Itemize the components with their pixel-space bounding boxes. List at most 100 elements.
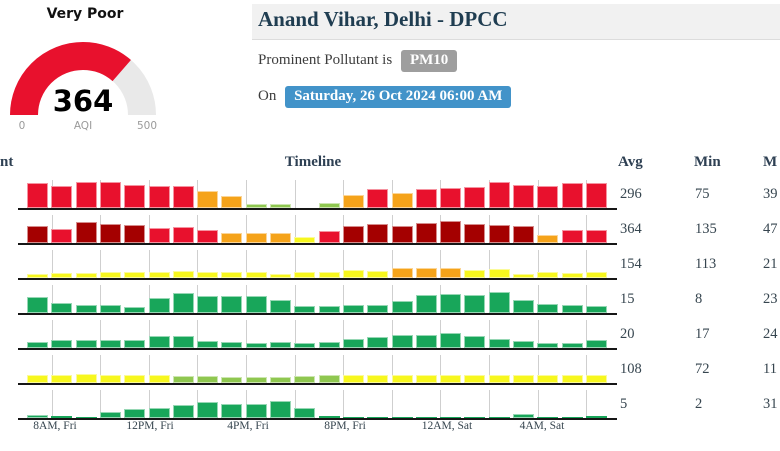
timeline-bar[interactable] (27, 226, 48, 243)
timeline-bar[interactable] (294, 343, 316, 348)
timeline-bar[interactable] (342, 270, 364, 278)
timeline-bar[interactable] (124, 340, 146, 348)
timeline-bar[interactable] (585, 230, 607, 243)
timeline-bar[interactable] (27, 375, 48, 383)
timeline-bar[interactable] (99, 182, 121, 208)
timeline-bar[interactable] (221, 196, 243, 208)
timeline-bar[interactable] (294, 237, 316, 243)
timeline-bar[interactable] (148, 375, 170, 383)
timeline-bar[interactable] (172, 271, 194, 278)
timeline-bar[interactable] (561, 343, 583, 348)
timeline-bar[interactable] (342, 305, 364, 313)
timeline-bar[interactable] (342, 195, 364, 208)
timeline-bar[interactable] (464, 270, 486, 278)
timeline-bar[interactable] (585, 340, 607, 348)
timeline-bar[interactable] (51, 229, 73, 243)
timeline-bar[interactable] (75, 273, 97, 278)
timeline-bar[interactable] (513, 274, 534, 278)
timeline-bar[interactable] (197, 296, 219, 313)
timeline-bar[interactable] (245, 404, 267, 418)
timeline-bar[interactable] (440, 294, 462, 313)
timeline-bar[interactable] (513, 375, 534, 383)
timeline-bar[interactable] (318, 375, 340, 383)
timeline-bar[interactable] (585, 183, 607, 208)
timeline-bar[interactable] (391, 226, 413, 243)
timeline-bar[interactable] (27, 297, 48, 313)
timeline-bar[interactable] (197, 376, 219, 383)
timeline-bar[interactable] (513, 300, 534, 313)
timeline-bar[interactable] (318, 203, 340, 208)
timeline-bar[interactable] (585, 306, 607, 313)
timeline-bar[interactable] (270, 401, 291, 418)
timeline-bar[interactable] (197, 341, 219, 348)
timeline-bar[interactable] (124, 307, 146, 313)
timeline-bar[interactable] (318, 416, 340, 418)
timeline-bar[interactable] (488, 375, 510, 383)
timeline-bar[interactable] (245, 377, 267, 383)
timeline-bar[interactable] (537, 343, 559, 348)
timeline-bar[interactable] (367, 271, 389, 278)
timeline-bar[interactable] (585, 375, 607, 383)
timeline-bar[interactable] (464, 187, 486, 208)
timeline-bar[interactable] (99, 272, 121, 278)
timeline-bar[interactable] (75, 417, 97, 418)
timeline-bar[interactable] (464, 336, 486, 348)
timeline-bar[interactable] (245, 233, 267, 243)
timeline-bar[interactable] (221, 233, 243, 243)
timeline-bar[interactable] (221, 272, 243, 278)
timeline-bar[interactable] (245, 272, 267, 278)
timeline-bar[interactable] (51, 416, 73, 418)
timeline-bar[interactable] (27, 183, 48, 208)
timeline-bar[interactable] (537, 272, 559, 278)
timeline-bar[interactable] (415, 223, 437, 243)
timeline-bar[interactable] (513, 414, 534, 418)
timeline-bar[interactable] (464, 375, 486, 383)
timeline-bar[interactable] (440, 417, 462, 418)
timeline-bar[interactable] (75, 374, 97, 383)
timeline-bar[interactable] (440, 188, 462, 208)
timeline-bar[interactable] (367, 337, 389, 348)
timeline-bar[interactable] (221, 404, 243, 418)
timeline-bar[interactable] (27, 415, 48, 418)
timeline-bar[interactable] (342, 339, 364, 348)
timeline-bar[interactable] (513, 226, 534, 243)
timeline-bar[interactable] (367, 224, 389, 243)
timeline-bar[interactable] (464, 224, 486, 243)
timeline-bar[interactable] (342, 417, 364, 418)
timeline-bar[interactable] (488, 339, 510, 348)
timeline-bar[interactable] (415, 189, 437, 208)
timeline-bar[interactable] (367, 375, 389, 383)
timeline-bar[interactable] (124, 225, 146, 243)
timeline-bar[interactable] (391, 193, 413, 208)
timeline-bar[interactable] (270, 342, 291, 348)
timeline-bar[interactable] (172, 227, 194, 243)
timeline-bar[interactable] (197, 230, 219, 243)
timeline-bar[interactable] (245, 296, 267, 313)
timeline-bar[interactable] (148, 298, 170, 313)
timeline-bar[interactable] (270, 204, 291, 208)
timeline-bar[interactable] (124, 409, 146, 418)
timeline-bar[interactable] (415, 295, 437, 313)
timeline-bar[interactable] (415, 268, 437, 278)
timeline-bar[interactable] (172, 293, 194, 313)
datetime-badge[interactable]: Saturday, 26 Oct 2024 06:00 AM (285, 86, 512, 108)
timeline-bar[interactable] (148, 336, 170, 348)
timeline-bar[interactable] (585, 416, 607, 418)
timeline-bar[interactable] (488, 269, 510, 278)
timeline-bar[interactable] (270, 274, 291, 278)
timeline-bar[interactable] (561, 375, 583, 383)
timeline-bar[interactable] (148, 272, 170, 278)
timeline-bar[interactable] (391, 335, 413, 348)
timeline-bar[interactable] (51, 273, 73, 278)
timeline-bar[interactable] (318, 272, 340, 278)
timeline-bar[interactable] (391, 301, 413, 313)
timeline-bar[interactable] (294, 272, 316, 278)
timeline-bar[interactable] (99, 340, 121, 348)
timeline-bar[interactable] (51, 303, 73, 313)
timeline-bar[interactable] (99, 305, 121, 313)
timeline-bar[interactable] (197, 402, 219, 418)
timeline-bar[interactable] (75, 182, 97, 208)
timeline-bar[interactable] (318, 231, 340, 243)
timeline-bar[interactable] (172, 376, 194, 383)
timeline-bar[interactable] (367, 189, 389, 208)
